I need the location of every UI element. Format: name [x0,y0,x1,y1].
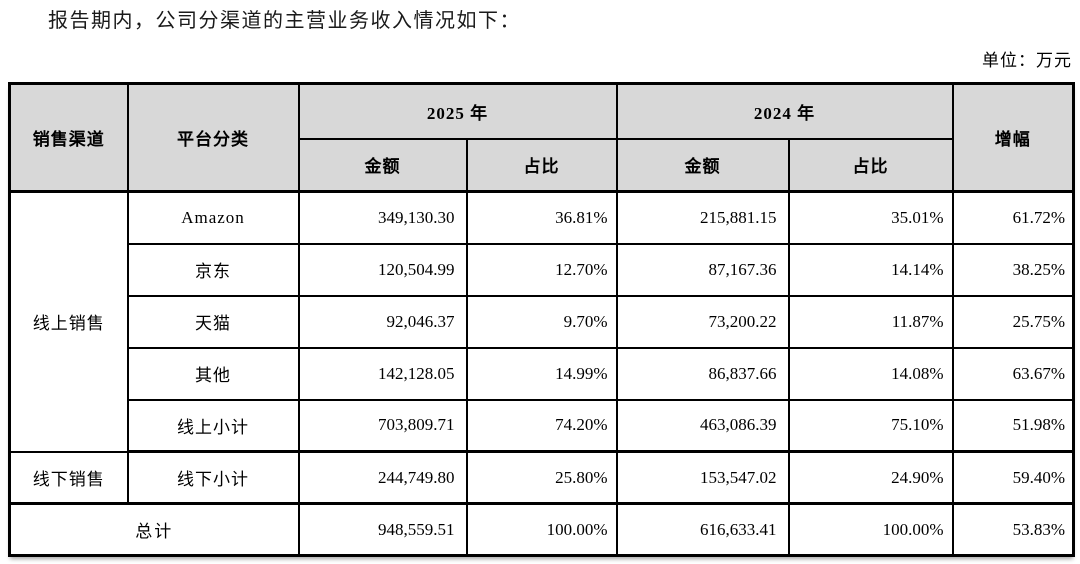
growth-cell: 53.83% [951,502,1075,557]
proportion-2025-cell: 36.81% [465,190,618,245]
revenue-by-channel-table: 销售渠道 平台分类 2025 年 2024 年 增幅 金额 占比 金额 占比 线… [8,82,1075,557]
proportion-2024-cell: 14.08% [787,346,954,401]
table-row-jd: 京东 120,504.99 12.70% 87,167.36 14.14% 38… [9,242,1075,297]
growth-cell: 59.40% [951,450,1075,505]
amount-2025-cell: 120,504.99 [297,242,468,297]
table-row-other: 其他 142,128.05 14.99% 86,837.66 14.08% 63… [9,346,1075,401]
header-year-2025: 2025 年 [297,82,618,140]
growth-cell: 61.72% [951,190,1075,245]
growth-cell: 51.98% [951,398,1075,453]
table-row-offline-subtotal: 线下销售 线下小计 244,749.80 25.80% 153,547.02 2… [8,450,1075,505]
proportion-2024-cell: 14.14% [787,242,954,297]
header-amount-2025: 金额 [297,137,468,193]
header-platform-category: 平台分类 [126,82,300,193]
amount-2024-cell: 87,167.36 [615,242,790,297]
channel-offline-cell: 线下销售 [8,450,129,505]
amount-2025-cell: 349,130.30 [297,190,468,245]
header-growth: 增幅 [951,82,1075,193]
platform-cell: 天猫 [126,294,300,349]
proportion-2025-cell: 100.00% [465,502,618,557]
platform-cell: 其他 [126,346,300,401]
amount-2025-cell: 244,749.80 [297,450,468,505]
amount-2024-cell: 153,547.02 [615,450,790,505]
amount-2024-cell: 463,086.39 [615,398,790,453]
amount-2024-cell: 616,633.41 [615,502,790,557]
header-proportion-2024: 占比 [787,137,954,193]
growth-cell: 38.25% [951,242,1075,297]
growth-cell: 63.67% [951,346,1075,401]
amount-2025-cell: 703,809.71 [297,398,468,453]
table-row-tmall: 天猫 92,046.37 9.70% 73,200.22 11.87% 25.7… [9,294,1075,349]
amount-2024-cell: 86,837.66 [615,346,790,401]
table-row-total: 总计 948,559.51 100.00% 616,633.41 100.00%… [8,502,1075,557]
header-amount-2024: 金额 [615,137,790,193]
platform-cell: 线上小计 [126,398,300,453]
platform-cell: 京东 [126,242,300,297]
platform-cell: 线下小计 [126,450,300,505]
proportion-2025-cell: 14.99% [465,346,618,401]
proportion-2024-cell: 24.90% [787,450,954,505]
header-sales-channel: 销售渠道 [8,82,129,193]
amount-2025-cell: 92,046.37 [297,294,468,349]
header-row-metrics: 金额 占比 金额 占比 [10,137,1074,193]
amount-2024-cell: 73,200.22 [615,294,790,349]
header-row-years: 销售渠道 平台分类 2025 年 2024 年 增幅 [8,82,1075,193]
proportion-2025-cell: 9.70% [465,294,618,349]
proportion-2024-cell: 100.00% [787,502,954,557]
channel-online-cell: 线上销售 [8,190,129,453]
intro-text: 报告期内，公司分渠道的主营业务收入情况如下： [48,10,521,32]
proportion-2024-cell: 35.01% [787,190,954,245]
header-year-2024: 2024 年 [615,82,954,140]
proportion-2025-cell: 25.80% [465,450,618,505]
proportion-2024-cell: 11.87% [787,294,954,349]
proportion-2024-cell: 75.10% [787,398,954,453]
growth-cell: 25.75% [951,294,1075,349]
proportion-2025-cell: 74.20% [465,398,618,453]
amount-2025-cell: 948,559.51 [297,502,468,557]
amount-2024-cell: 215,881.15 [615,190,790,245]
header-proportion-2025: 占比 [465,137,618,193]
platform-cell: Amazon [126,190,300,245]
table-row-online-subtotal: 线上小计 703,809.71 74.20% 463,086.39 75.10%… [9,398,1075,453]
amount-2025-cell: 142,128.05 [297,346,468,401]
unit-note: 单位：万元 [982,51,1072,70]
proportion-2025-cell: 12.70% [465,242,618,297]
table-row-amazon: 线上销售 Amazon 349,130.30 36.81% 215,881.15… [8,190,1075,453]
total-label-cell: 总计 [8,502,300,557]
